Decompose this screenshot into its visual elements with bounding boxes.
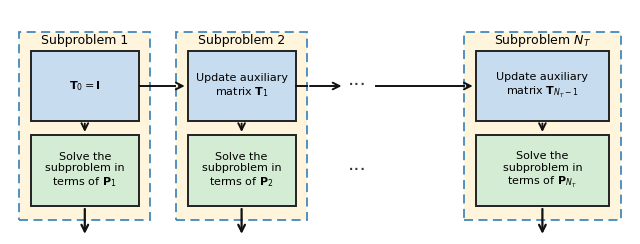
Text: $\mathbf{T}_0 = \mathbf{I}$: $\mathbf{T}_0 = \mathbf{I}$ <box>69 79 100 93</box>
FancyBboxPatch shape <box>176 32 307 220</box>
FancyBboxPatch shape <box>19 32 150 220</box>
Text: Solve the
subproblem in
terms of $\mathbf{P}_1$: Solve the subproblem in terms of $\mathb… <box>45 152 125 189</box>
FancyBboxPatch shape <box>464 32 621 220</box>
FancyBboxPatch shape <box>476 51 609 121</box>
Text: ···: ··· <box>348 161 367 180</box>
Text: ···: ··· <box>348 77 367 95</box>
Text: Solve the
subproblem in
terms of $\mathbf{P}_2$: Solve the subproblem in terms of $\mathb… <box>202 152 282 189</box>
FancyBboxPatch shape <box>476 135 609 206</box>
Text: Subproblem 1: Subproblem 1 <box>41 34 129 47</box>
Text: Update auxiliary
matrix $\mathbf{T}_1$: Update auxiliary matrix $\mathbf{T}_1$ <box>196 73 287 99</box>
FancyBboxPatch shape <box>31 135 139 206</box>
FancyBboxPatch shape <box>188 135 296 206</box>
FancyBboxPatch shape <box>31 51 139 121</box>
Text: Solve the
subproblem in
terms of $\mathbf{P}_{N_T}$: Solve the subproblem in terms of $\mathb… <box>502 151 582 190</box>
FancyBboxPatch shape <box>188 51 296 121</box>
Text: Subproblem $N_T$: Subproblem $N_T$ <box>494 32 591 49</box>
Text: Update auxiliary
matrix $\mathbf{T}_{N_T-1}$: Update auxiliary matrix $\mathbf{T}_{N_T… <box>497 72 588 100</box>
Text: Subproblem 2: Subproblem 2 <box>198 34 285 47</box>
